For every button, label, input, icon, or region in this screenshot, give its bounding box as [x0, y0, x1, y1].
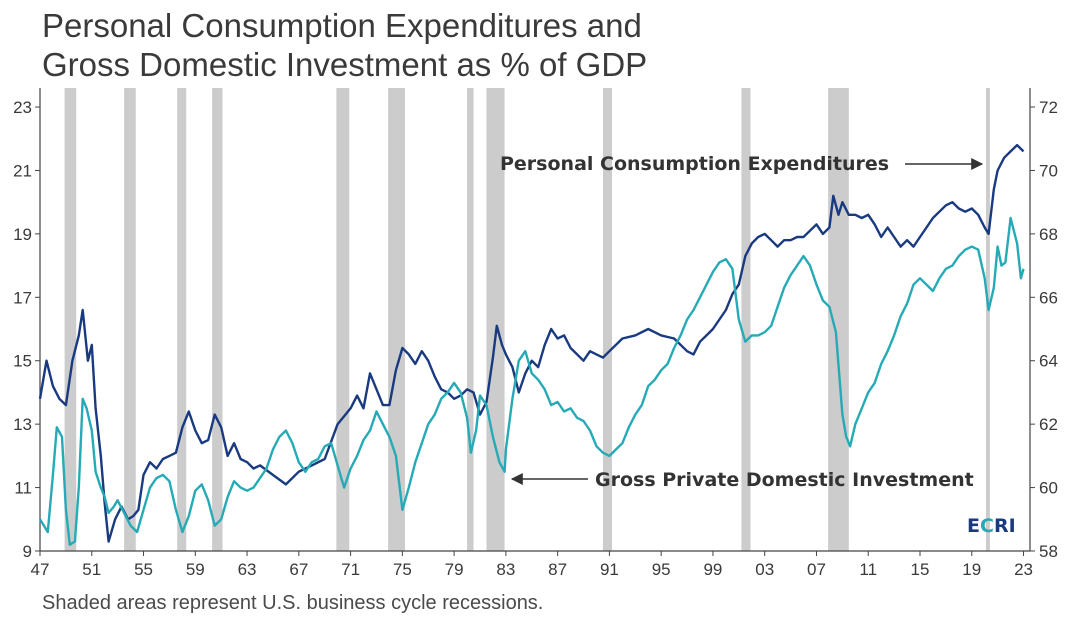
x-tick-label: 95 — [652, 560, 671, 579]
x-tick-label: 79 — [445, 560, 464, 579]
series-line-pce — [38, 143, 1025, 543]
x-tick-label: 11 — [859, 560, 877, 579]
x-tick-label: 07 — [807, 560, 826, 579]
ecri-logo-letter: E — [967, 515, 980, 537]
x-tick-label: 63 — [238, 560, 257, 579]
ecri-logo-letter: I — [1009, 515, 1016, 537]
chart-axes: 9 11 13 15 17 19 21 23 58 60 62 64 66 68 70 72 47 51 55 59 6… — [13, 88, 1058, 579]
x-tick-label: 47 — [31, 560, 50, 579]
left-tick-label: 13 — [13, 415, 32, 434]
x-tick-label: 15 — [911, 560, 930, 579]
data-series — [38, 143, 1025, 546]
x-tick-label: 03 — [755, 560, 774, 579]
right-tick-label: 64 — [1039, 352, 1058, 371]
x-tick-label: 67 — [289, 560, 308, 579]
right-tick-label: 66 — [1039, 288, 1058, 307]
left-tick-label: 19 — [13, 225, 32, 244]
recession-band — [741, 88, 751, 551]
recession-band — [124, 88, 136, 551]
annotations: Personal Consumption Expenditures Gross … — [500, 153, 984, 491]
x-tick-label: 19 — [962, 560, 981, 579]
x-tick-label: 75 — [393, 560, 412, 579]
x-tick-label: 51 — [82, 560, 101, 579]
ecri-logo-letter: C — [980, 515, 994, 537]
left-tick-label: 11 — [14, 479, 32, 498]
x-tick-label: 59 — [186, 560, 205, 579]
x-tick-label: 55 — [134, 560, 153, 579]
left-tick-label: 9 — [23, 542, 32, 561]
ecri-logo-letter: R — [994, 515, 1009, 537]
annotation-gpdi-label: Gross Private Domestic Investment — [595, 469, 974, 491]
right-tick-label: 58 — [1039, 542, 1058, 561]
right-tick-label: 68 — [1039, 225, 1058, 244]
x-tick-label: 71 — [341, 560, 360, 579]
right-tick-label: 70 — [1039, 161, 1058, 180]
ecri-logo: ECRI — [967, 515, 1016, 537]
chart-title-line-1: Personal Consumption Expenditures and — [42, 7, 642, 44]
chart-title-line-2: Gross Domestic Investment as % of GDP — [42, 46, 648, 83]
left-tick-label: 17 — [13, 288, 32, 307]
recession-band — [336, 88, 350, 551]
recession-band — [486, 88, 505, 551]
series-line-gpdi — [38, 216, 1025, 546]
recession-band — [177, 88, 187, 551]
left-tick-label: 15 — [13, 352, 32, 371]
recession-band — [64, 88, 77, 551]
x-tick-label: 91 — [600, 560, 619, 579]
right-tick-label: 72 — [1039, 98, 1058, 117]
x-tick-label: 99 — [703, 560, 722, 579]
left-tick-label: 23 — [13, 98, 32, 117]
x-tick-label: 87 — [548, 560, 567, 579]
right-tick-label: 60 — [1039, 479, 1058, 498]
right-tick-label: 62 — [1039, 415, 1058, 434]
footnote: Shaded areas represent U.S. business cyc… — [42, 592, 544, 614]
chart-title: Personal Consumption Expenditures and Gr… — [42, 6, 942, 84]
recession-band — [986, 88, 990, 551]
recession-band — [602, 88, 612, 551]
left-tick-label: 21 — [13, 161, 32, 180]
x-tick-label: 23 — [1014, 560, 1033, 579]
chart: 9 11 13 15 17 19 21 23 58 60 62 64 66 68 70 72 47 51 55 59 6… — [13, 88, 1058, 579]
recession-band — [467, 88, 474, 551]
x-tick-label: 83 — [496, 560, 515, 579]
recession-band — [388, 88, 405, 551]
recession-band — [212, 88, 223, 551]
annotation-pce-label: Personal Consumption Expenditures — [500, 153, 889, 175]
